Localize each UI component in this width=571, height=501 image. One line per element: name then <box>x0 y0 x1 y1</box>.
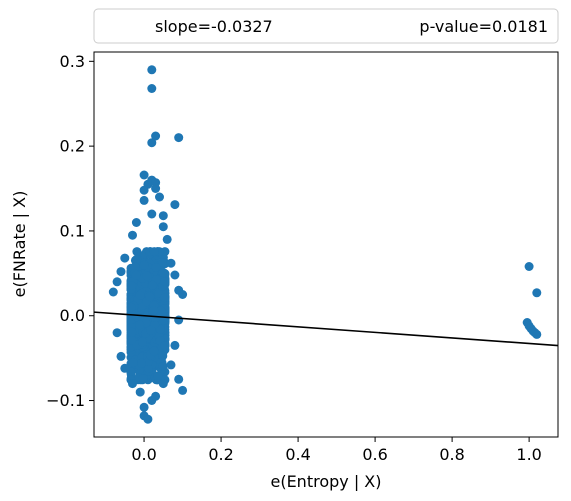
data-point <box>138 374 148 383</box>
data-point <box>147 65 157 75</box>
data-point <box>139 185 149 195</box>
data-point <box>151 391 161 401</box>
x-tick-label: 0.0 <box>131 445 156 464</box>
data-point <box>127 281 137 291</box>
data-point <box>112 328 122 338</box>
data-point <box>116 351 126 361</box>
data-point <box>142 271 152 281</box>
data-point <box>147 209 157 219</box>
data-point <box>139 195 149 205</box>
data-point <box>132 247 142 257</box>
y-tick-label: −0.1 <box>46 391 85 410</box>
data-point <box>158 351 168 361</box>
data-point <box>135 320 145 330</box>
data-point <box>108 287 118 297</box>
data-point <box>158 258 168 268</box>
data-point <box>128 379 137 389</box>
data-point <box>151 263 161 272</box>
data-point <box>158 211 168 221</box>
data-point <box>158 361 168 371</box>
data-point <box>170 200 180 210</box>
y-tick-label: 0.0 <box>60 306 85 325</box>
data-point <box>146 325 156 335</box>
data-point <box>149 247 159 257</box>
data-point <box>132 254 142 264</box>
data-point <box>132 312 142 322</box>
data-point <box>135 387 145 397</box>
legend-entry-pvalue: p-value=0.0181 <box>419 17 548 36</box>
legend-box <box>93 8 559 44</box>
y-tick-label: 0.3 <box>60 52 85 71</box>
data-point <box>153 371 163 381</box>
x-tick-label: 0.6 <box>362 445 387 464</box>
y-axis-label: e(FNRate | X) <box>10 191 29 298</box>
data-point <box>155 192 164 202</box>
data-point <box>145 292 155 302</box>
data-point <box>131 218 141 227</box>
data-point <box>174 374 184 384</box>
data-point <box>160 293 170 303</box>
data-point <box>151 184 161 193</box>
data-point <box>130 262 140 272</box>
data-point <box>120 253 130 263</box>
data-point <box>137 358 146 368</box>
data-point <box>178 385 188 395</box>
data-point <box>158 379 168 389</box>
data-point <box>151 131 161 141</box>
x-tick-label: 0.2 <box>208 445 233 464</box>
y-tick-label: 0.2 <box>60 137 85 156</box>
data-point <box>147 138 157 148</box>
data-point <box>128 230 137 240</box>
legend: slope=-0.0327 p-value=0.0181 <box>93 8 559 44</box>
data-point <box>128 358 138 368</box>
data-point <box>532 288 542 298</box>
data-point <box>126 302 136 312</box>
data-point <box>170 340 180 350</box>
data-point <box>143 414 153 424</box>
data-point <box>166 360 176 370</box>
regression-line <box>93 311 559 347</box>
x-tick-label: 1.0 <box>516 445 541 464</box>
data-point <box>166 258 176 268</box>
data-point <box>160 277 170 287</box>
y-axis: −0.1 0.0 0.1 0.2 0.3 <box>46 52 94 410</box>
data-point <box>174 133 184 143</box>
data-point <box>137 337 147 347</box>
legend-entry-slope: slope=-0.0327 <box>155 17 273 36</box>
x-tick-label: 0.4 <box>285 445 310 464</box>
data-point <box>178 290 188 299</box>
data-point <box>148 280 157 290</box>
data-point <box>131 270 141 280</box>
data-point <box>112 277 122 287</box>
data-point <box>150 312 160 322</box>
data-point <box>160 341 170 351</box>
x-axis-label: e(Entropy | X) <box>270 472 381 491</box>
data-point <box>120 363 130 373</box>
x-axis: 0.0 0.2 0.4 0.6 0.8 1.0 <box>131 437 542 464</box>
data-point <box>139 170 149 180</box>
data-point <box>149 305 159 315</box>
data-point <box>149 346 159 356</box>
data-point <box>532 329 542 339</box>
data-point <box>174 315 184 325</box>
data-point <box>139 260 149 270</box>
data-point <box>143 363 153 373</box>
data-point <box>116 267 126 277</box>
data-point <box>156 306 166 316</box>
data-point <box>162 234 172 244</box>
data-point <box>158 267 168 277</box>
y-tick-label: 0.1 <box>60 221 85 240</box>
data-point <box>139 402 149 412</box>
plot-frame <box>93 51 559 438</box>
data-point <box>170 270 180 280</box>
data-point <box>158 222 168 232</box>
data-point <box>127 327 137 337</box>
plot-area <box>93 65 559 424</box>
data-point <box>524 262 534 271</box>
data-point <box>127 335 137 345</box>
data-point <box>135 290 145 300</box>
data-point <box>147 84 157 93</box>
x-tick-label: 0.8 <box>439 445 464 464</box>
